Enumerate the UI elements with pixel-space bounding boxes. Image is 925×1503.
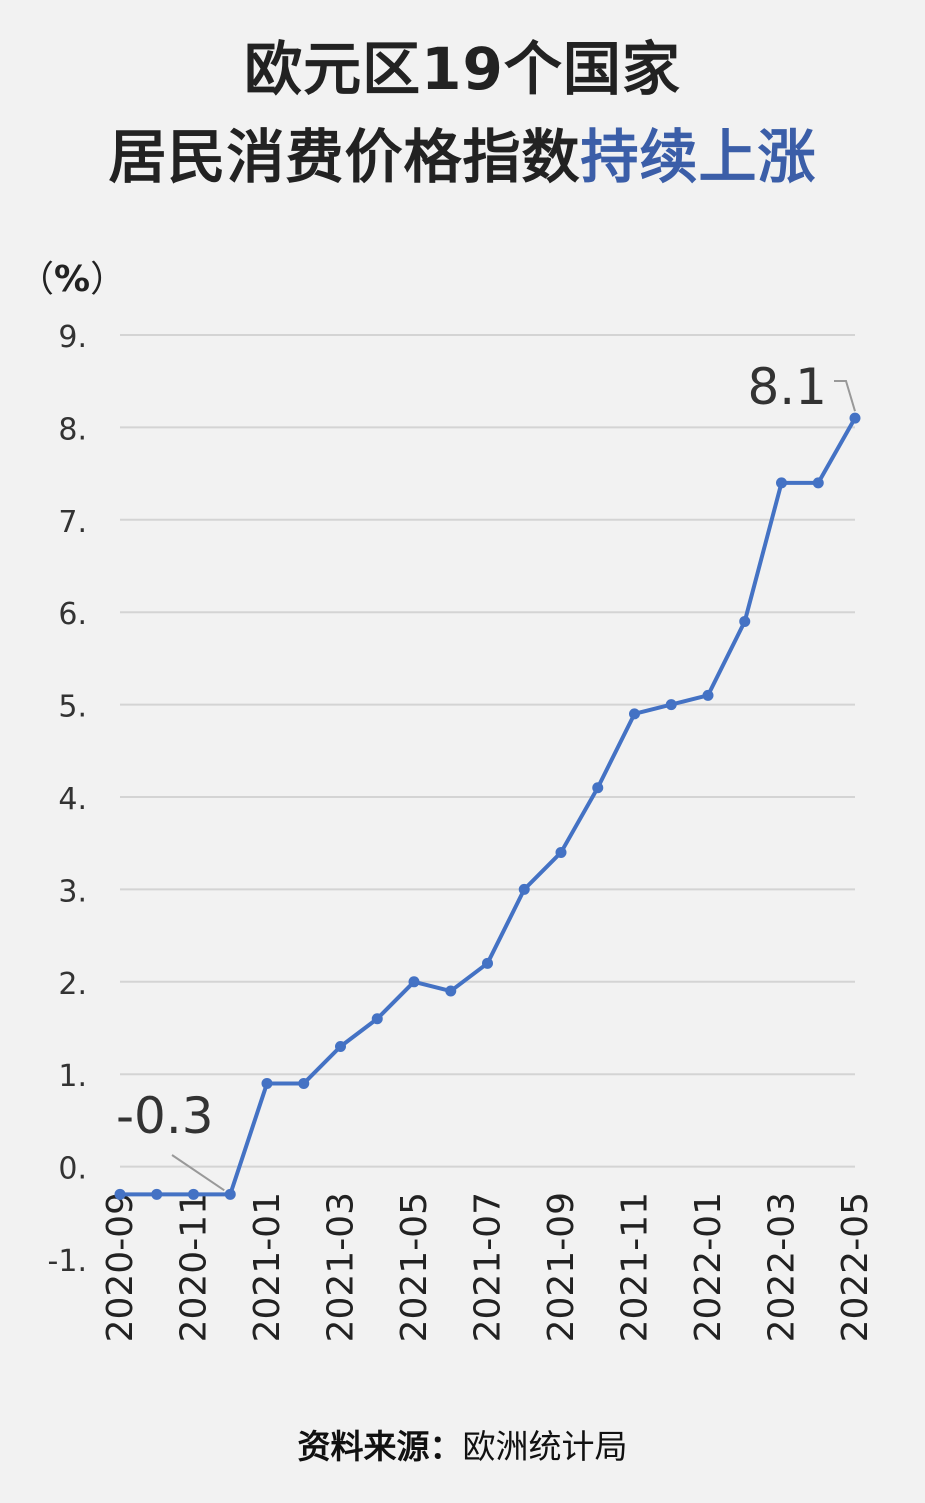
x-tick-label: 2021-01 — [247, 1192, 288, 1342]
x-tick-label: 2021-07 — [468, 1192, 509, 1342]
series-line — [120, 417, 857, 1197]
data-point — [335, 1040, 346, 1052]
title-line-2-highlight: 持续上涨 — [580, 123, 817, 191]
y-tick-label: 6. — [58, 597, 87, 632]
source-note: 资料来源：欧洲统计局 — [0, 1420, 925, 1468]
source-value: 欧洲统计局 — [462, 1427, 628, 1466]
annotation-leader — [171, 1154, 225, 1192]
y-tick-label: 5. — [58, 690, 87, 725]
data-point — [224, 1188, 236, 1200]
x-tick-label: 2022-01 — [688, 1192, 729, 1342]
y-tick-label: 0. — [58, 1152, 87, 1187]
data-point — [151, 1188, 163, 1200]
data-point — [188, 1188, 199, 1200]
annotation-leaders — [171, 380, 856, 1192]
x-tick-label: 2021-09 — [541, 1192, 582, 1342]
y-tick-label: 9. — [58, 320, 87, 355]
title-line-2-prefix: 居民消费价格指数 — [108, 123, 581, 191]
annotation-label: -0.3 — [116, 1087, 214, 1145]
y-tick-label: 1. — [58, 1059, 87, 1094]
data-point — [702, 689, 714, 701]
x-tick-label: 2020-11 — [174, 1192, 215, 1342]
x-tick-label: 2022-03 — [762, 1192, 803, 1342]
data-point — [518, 883, 530, 895]
y-tick-label: 2. — [58, 967, 87, 1002]
data-point — [849, 412, 861, 424]
data-point — [408, 976, 420, 988]
y-tick-label: 4. — [58, 782, 87, 817]
data-point — [812, 477, 824, 489]
x-axis-ticks: 2020-09 2020-11 2021-01 2021-03 2021-05 2021-… — [100, 1192, 876, 1342]
unit-close-paren: ） — [90, 259, 127, 300]
data-point — [555, 846, 567, 858]
y-tick-label: 7. — [58, 505, 87, 540]
data-point — [261, 1077, 273, 1089]
chart-title-line-2: 居民消费价格指数持续上涨 — [0, 110, 925, 194]
y-axis-unit-label: （%） — [18, 250, 126, 302]
gridlines — [120, 334, 855, 1168]
data-point — [592, 782, 604, 794]
y-tick-label: -1. — [48, 1244, 87, 1279]
x-tick-label: 2021-05 — [394, 1192, 435, 1342]
title-line-1-text: 欧元区19个国家 — [244, 35, 681, 103]
unit-open-paren: （ — [18, 259, 55, 300]
y-tick-label: 8. — [58, 412, 87, 447]
series-group — [114, 412, 861, 1200]
x-tick-label: 2022-05 — [835, 1192, 876, 1342]
x-tick-label: 2021-11 — [615, 1192, 656, 1342]
y-tick-label: 3. — [58, 874, 87, 909]
data-point — [114, 1188, 126, 1200]
data-point — [482, 957, 493, 969]
data-point — [776, 477, 787, 489]
unit-percent-symbol: % — [54, 259, 91, 300]
data-point — [298, 1077, 310, 1089]
source-label: 资料来源： — [297, 1427, 463, 1466]
annotation-label: 8.1 — [747, 358, 827, 416]
chart-title-line-1: 欧元区19个国家 — [0, 22, 925, 106]
data-point — [629, 708, 640, 720]
y-axis-ticks: -1. 0. 1. 2. 3. 4. 5. 6. 7. 8. 9. — [48, 320, 87, 1279]
data-point — [371, 1013, 383, 1025]
data-point — [739, 615, 751, 627]
data-point — [665, 699, 677, 711]
data-point — [445, 985, 457, 997]
annotation-labels: -0.3 8.1 — [116, 358, 827, 1145]
annotation-leader — [834, 380, 856, 412]
x-tick-label: 2021-03 — [321, 1192, 362, 1342]
x-tick-label: 2020-09 — [100, 1192, 141, 1342]
